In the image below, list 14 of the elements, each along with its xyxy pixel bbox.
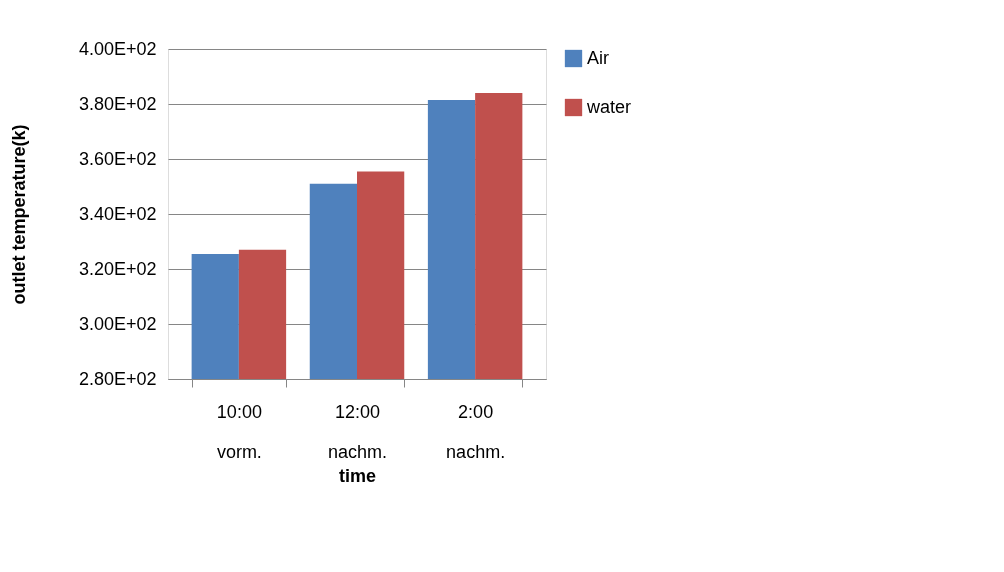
y-tick-label: 2.80E+02 xyxy=(78,368,157,389)
legend-label: Air xyxy=(587,47,609,68)
y-tick-label: 3.40E+02 xyxy=(78,203,157,224)
y-axis-title: outlet temperature(k) xyxy=(8,124,29,305)
legend-label: water xyxy=(586,96,632,117)
y-tick-label: 4.00E+02 xyxy=(78,38,157,59)
x-tick-label: 10:00 vorm. xyxy=(216,401,262,462)
y-tick-label: 3.80E+02 xyxy=(78,93,157,114)
y-tick-label: 3.60E+02 xyxy=(78,148,157,169)
y-tick-label: 3.00E+02 xyxy=(78,313,157,334)
y-tick-label: 3.20E+02 xyxy=(78,258,157,279)
x-tick-label: 12:00 nachm. xyxy=(327,401,388,462)
x-axis-title: time xyxy=(338,465,377,486)
x-tick-label: 2:00 nachm. xyxy=(446,401,506,462)
